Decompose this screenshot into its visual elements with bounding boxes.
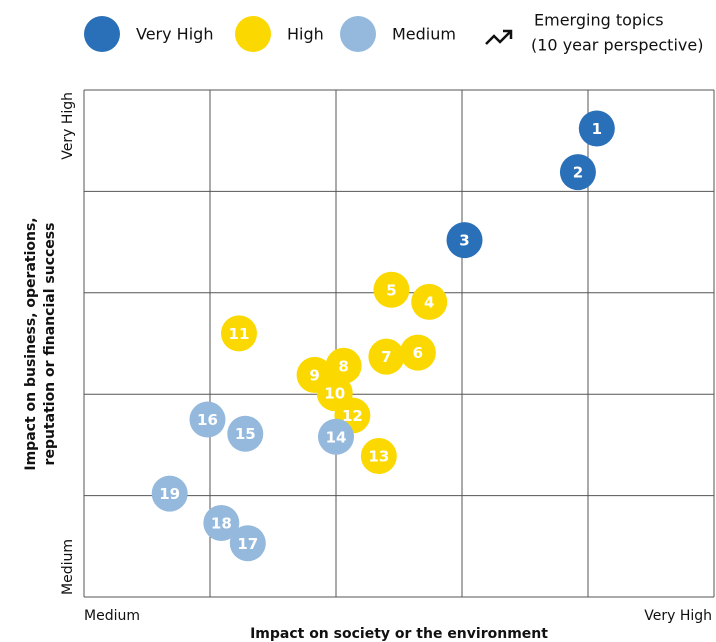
x-axis-title: Impact on society or the environment	[250, 626, 548, 642]
legend-swatch	[84, 16, 120, 52]
point: 8	[325, 347, 362, 384]
marker	[203, 504, 240, 541]
marker	[227, 415, 264, 452]
marker	[360, 438, 397, 475]
point: 11	[220, 315, 257, 352]
point-label: 7	[381, 348, 391, 366]
x-tick-label: Medium	[84, 608, 140, 624]
marker	[446, 222, 483, 259]
y-axis-title: reputation or financial success	[42, 223, 58, 466]
point-label: 14	[326, 428, 347, 446]
marker	[220, 315, 257, 352]
legend-note-line: (10 year perspective)	[531, 36, 703, 55]
marker	[229, 525, 266, 562]
point-label: 5	[386, 281, 396, 299]
legend-label: High	[287, 25, 324, 44]
marker	[318, 418, 354, 455]
marker	[368, 338, 405, 375]
point-label: 10	[324, 385, 345, 403]
marker	[373, 271, 410, 308]
point-label: 8	[338, 357, 348, 375]
point-label: 13	[368, 448, 389, 466]
point: 19	[151, 475, 188, 512]
point-label: 18	[211, 514, 232, 532]
y-axis-title: Impact on business, operations,	[23, 217, 39, 470]
point-label: 4	[424, 293, 434, 311]
point: 14	[318, 418, 354, 455]
point-label: 3	[459, 232, 469, 250]
marker	[189, 401, 226, 438]
legend-swatch	[235, 16, 271, 52]
point: 13	[360, 438, 397, 475]
marker	[411, 283, 448, 320]
y-tick-label: Very High	[60, 92, 76, 160]
point-label: 16	[197, 411, 218, 429]
marker	[399, 334, 436, 371]
point: 6	[399, 334, 436, 371]
point-label: 2	[573, 164, 583, 182]
point: 5	[373, 271, 410, 308]
legend-note: Emerging topics (10 year perspective)	[485, 11, 703, 55]
point: 7	[368, 338, 405, 375]
legend-label: Very High	[136, 25, 213, 44]
point: 15	[227, 415, 264, 452]
point: 1	[578, 110, 615, 147]
point-label: 12	[342, 407, 363, 425]
legend-label: Medium	[392, 25, 456, 44]
emerging-icon	[485, 29, 513, 45]
marker	[578, 110, 615, 147]
marker	[325, 347, 362, 384]
legend-swatch	[340, 16, 376, 52]
marker	[559, 154, 596, 191]
point: 2	[559, 154, 596, 191]
point-label: 15	[235, 425, 256, 443]
point-label: 17	[237, 535, 258, 553]
point-label: 6	[413, 344, 423, 362]
marker	[151, 475, 188, 512]
point-label: 19	[159, 485, 180, 503]
point-label: 11	[229, 325, 250, 343]
point: 16	[189, 401, 226, 438]
point: 18	[203, 504, 240, 541]
x-tick-label: Very High	[644, 608, 712, 624]
legend-note-line: Emerging topics	[534, 11, 664, 30]
point: 17	[229, 525, 266, 562]
point-label: 9	[309, 366, 319, 384]
point: 3	[446, 222, 483, 259]
point-label: 1	[592, 120, 602, 138]
y-tick-label: Medium	[60, 539, 76, 595]
point: 4	[411, 283, 448, 320]
